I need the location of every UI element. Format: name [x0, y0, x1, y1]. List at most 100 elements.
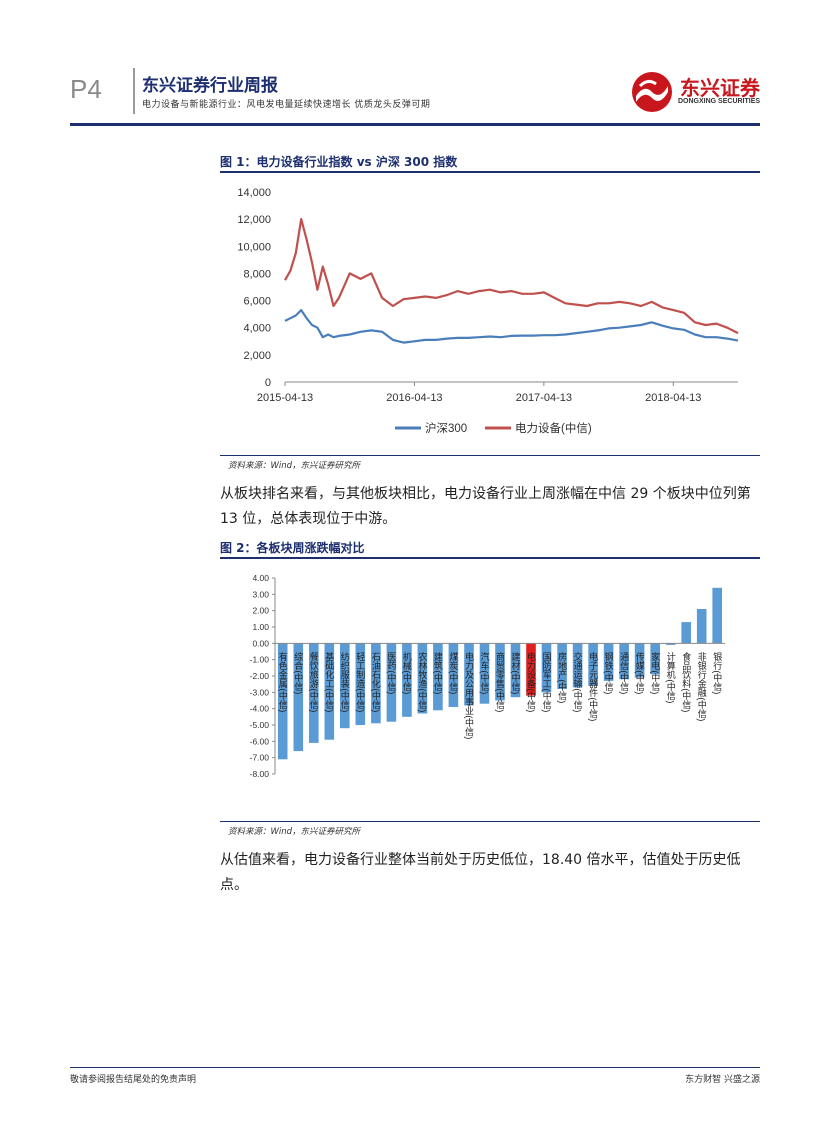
category-label: 商贸零售(中信): [495, 651, 505, 712]
bar: [572, 643, 583, 688]
logo-text-en: DONGXING SECURITIES: [678, 98, 761, 105]
category-label: 基础化工(中信): [324, 651, 334, 712]
bar: [417, 643, 428, 714]
figure2-bar-chart: 4.00 3.00 2.00 1.00 0.00 -1.00 -2.00 -3.00 -4.00…: [250, 573, 725, 779]
bar: [619, 643, 629, 680]
footer-rule: [70, 1067, 760, 1068]
category-label: 传媒(中信): [635, 651, 645, 694]
y-tick-label: 14,000: [237, 187, 271, 199]
bar: [355, 643, 366, 725]
y-tick-label: 1.00: [252, 622, 269, 632]
bar: [603, 643, 614, 681]
category-label: 有色金属(中信): [278, 651, 288, 712]
category-label: 医药(中信): [386, 652, 396, 694]
category-label: 家电(中信): [650, 651, 660, 694]
bar: [588, 643, 598, 686]
bar: [650, 643, 660, 675]
category-label: 国防军工(中信): [542, 652, 552, 712]
header-rule: [70, 123, 760, 126]
category-label: 银行(中信): [712, 651, 722, 694]
legend-label: 沪深300: [425, 421, 467, 435]
figure1-source: 资料来源：Wind，东兴证券研究所: [228, 461, 361, 471]
company-logo: 东兴证券 DONGXING SECURITIES: [628, 70, 760, 114]
category-label: 非银行金融(中信): [697, 651, 707, 721]
bar: [665, 643, 676, 645]
logo-mark-icon: [632, 72, 672, 112]
figure1-title: 图 1：电力设备行业指数 vs 沪深 300 指数: [220, 155, 458, 169]
series-line-hs300: [284, 309, 739, 344]
category-label: 石油石化(中信): [371, 652, 381, 712]
figure1-rule: [220, 171, 760, 173]
figure2-source: 资料来源：Wind，东兴证券研究所: [228, 827, 361, 837]
x-tick-label: 2018-04-13: [645, 392, 701, 404]
figure2-title: 图 2：各板块周涨跌幅对比: [220, 541, 365, 555]
category-label: 食品饮料(中信): [681, 651, 691, 712]
y-tick-label: -7.00: [250, 753, 270, 763]
category-label: 汽车(中信): [480, 651, 490, 694]
category-label: 电子元器件(中信): [588, 651, 598, 721]
bar: [510, 643, 521, 698]
category-label: 交通运输(中信): [573, 651, 583, 712]
paragraph-valuation: 从估值来看，电力设备行业整体当前处于历史低位，18.40 倍水平，估值处于历史低…: [220, 852, 741, 893]
category-label: 钢铁(中信): [604, 651, 614, 694]
logo-text: 东兴证券: [680, 76, 760, 100]
header-divider: [133, 68, 135, 114]
bar: [448, 643, 459, 707]
category-label: 通信(中信): [619, 652, 629, 694]
bar: [293, 643, 304, 752]
category-label: 机械(中信): [402, 651, 412, 694]
y-tick-label: 4,000: [243, 323, 271, 335]
bar: [309, 643, 319, 743]
bar: [277, 643, 288, 760]
bar: [634, 643, 645, 678]
report-title: 东兴证券行业周报: [142, 76, 278, 96]
y-tick-label: -3.00: [250, 687, 270, 697]
y-tick-label: 2,000: [243, 350, 271, 362]
y-tick-label: 3.00: [252, 589, 269, 599]
y-tick-label: 4.00: [252, 573, 269, 583]
series-line-power-equipment: [284, 217, 739, 335]
y-tick-label: -8.00: [250, 769, 270, 779]
category-label: 建筑(中信): [433, 651, 443, 694]
figure1-source-rule: [220, 455, 760, 456]
report-subtitle: 电力设备与新能源行业：风电发电量延续快速增长 优质龙头反弹可期: [142, 100, 431, 110]
paragraph-sector-ranking: 从板块排名来看，与其他板块相比，电力设备行业上周涨幅在中信 29 个板块中位列第…: [220, 486, 751, 527]
category-label: 餐饮旅游(中信): [309, 651, 319, 712]
category-label: 综合(中信): [293, 651, 303, 694]
bar: [324, 643, 335, 740]
category-label: 计算机(中信): [666, 651, 676, 703]
y-tick-label: 8,000: [243, 268, 271, 280]
y-tick-label: -5.00: [250, 720, 270, 730]
category-label: 电力及公用事业(中信): [464, 651, 474, 739]
bar: [340, 643, 350, 729]
x-tick-label: 2015-04-13: [257, 392, 313, 404]
category-label: 煤炭(中信): [448, 651, 458, 694]
figure2-source-rule: [220, 821, 760, 822]
y-tick-label: 0.00: [252, 638, 269, 648]
x-tick-label: 2017-04-13: [516, 392, 572, 404]
bar: [433, 643, 443, 711]
bar: [696, 609, 707, 644]
y-tick-label: 0: [265, 377, 271, 389]
y-tick-label: -6.00: [250, 736, 270, 746]
category-label: 纺织服装(中信): [340, 651, 350, 712]
legend-label: 电力设备(中信): [515, 421, 592, 435]
footer-disclaimer: 敬请参阅报告结尾处的免责声明: [70, 1075, 197, 1085]
bar: [386, 643, 397, 722]
y-tick-label: 6,000: [243, 296, 271, 308]
y-tick-label: -4.00: [250, 704, 270, 714]
bar: [541, 643, 552, 693]
y-tick-label: -1.00: [250, 655, 270, 665]
bar-highlight: [526, 643, 536, 696]
y-tick-label: 10,000: [237, 241, 271, 253]
y-tick-label: -2.00: [250, 671, 270, 681]
bar: [712, 587, 722, 644]
bar: [495, 643, 505, 701]
bar: [479, 643, 490, 704]
category-label: 轻工制造(中信): [355, 651, 365, 712]
figure1-line-chart: 0 2,000 4,000 6,000 8,000 10,000 12,000 14,000 2…: [237, 187, 739, 435]
bar: [464, 643, 474, 706]
bar: [371, 643, 381, 724]
y-tick-label: 2.00: [252, 606, 269, 616]
category-label: 电力设备(中信): [526, 651, 536, 712]
